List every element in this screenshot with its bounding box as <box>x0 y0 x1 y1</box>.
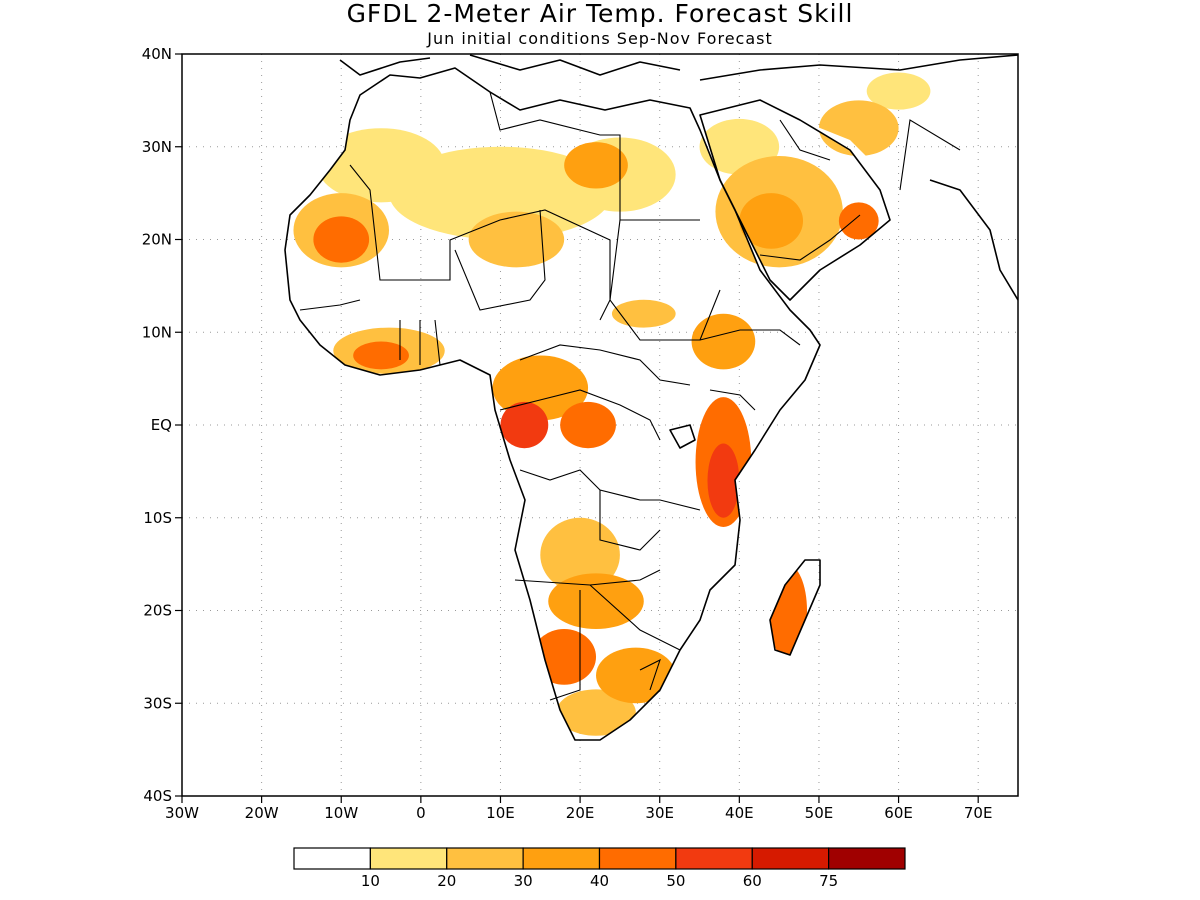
colorbar-swatch <box>675 847 753 870</box>
lon-tick-label: 60E <box>884 804 913 822</box>
skill-region <box>564 142 628 189</box>
lat-tick-label: 10S <box>143 509 172 527</box>
madagascar-coastline <box>769 559 821 656</box>
country-borders <box>299 91 961 701</box>
skill-region <box>317 128 445 203</box>
colorbar-label: 10 <box>361 872 380 890</box>
figure-title: GFDL 2-Meter Air Temp. Forecast Skill <box>347 0 854 28</box>
lon-tick-label: 0 <box>416 804 426 822</box>
colorbar-label: 60 <box>743 872 762 890</box>
figure-subtitle: Jun initial conditions Sep-Nov Forecast <box>426 29 773 48</box>
skill-region <box>468 211 565 268</box>
lon-tick-label: 20W <box>245 804 279 822</box>
colorbar-swatch <box>828 847 906 870</box>
lat-tick-label: EQ <box>151 416 172 434</box>
lon-tick-label: 10W <box>324 804 358 822</box>
skill-shading <box>293 72 931 736</box>
lon-tick-label: 50E <box>805 804 834 822</box>
colorbar-swatch <box>446 847 524 870</box>
lat-tick-label: 40N <box>142 45 172 63</box>
lon-tick-label: 40E <box>725 804 754 822</box>
lat-tick-label: 30N <box>142 138 172 156</box>
lon-tick-label: 10E <box>486 804 515 822</box>
lat-tick-label: 10N <box>142 323 172 341</box>
africa-coastline <box>284 67 821 741</box>
skill-region <box>818 100 899 157</box>
skill-region <box>611 299 676 328</box>
lon-tick-label: 20E <box>566 804 595 822</box>
lon-tick-label: 70E <box>964 804 993 822</box>
coastlines <box>284 54 1018 741</box>
colorbar-label: 30 <box>514 872 533 890</box>
lake-victoria <box>669 424 696 449</box>
colorbar-swatch <box>369 847 448 870</box>
colorbar: 10 20 30 40 50 60 75 <box>293 847 906 890</box>
skill-region <box>389 146 612 240</box>
colorbar-label: 50 <box>666 872 685 890</box>
arabia-coastline <box>699 99 891 301</box>
skill-region <box>313 216 370 263</box>
lat-tick-label: 40S <box>143 787 172 805</box>
lat-tick-label: 20N <box>142 231 172 249</box>
skill-region <box>739 193 804 249</box>
lon-axis: 30W 20W 10W 0 10E 20E 30E 40E 50E 60E 70E <box>165 796 992 822</box>
skill-region <box>596 647 676 704</box>
skill-region <box>532 629 597 685</box>
skill-region <box>838 202 879 240</box>
lon-tick-label: 30W <box>165 804 199 822</box>
skill-region <box>556 689 636 736</box>
colorbar-label: 75 <box>819 872 838 890</box>
skill-region <box>866 72 931 110</box>
europe-coastline <box>339 54 681 76</box>
colorbar-swatch <box>751 847 830 870</box>
eurasia-coastline <box>699 54 1018 301</box>
skill-region <box>353 341 409 370</box>
colorbar-swatch <box>598 847 677 870</box>
lat-tick-label: 30S <box>143 694 172 712</box>
colorbar-swatch <box>522 847 601 870</box>
skill-region <box>560 401 616 449</box>
skill-region <box>707 443 740 518</box>
lat-axis: 40N 30N 20N 10N EQ 10S 20S 30S 40S <box>142 45 182 805</box>
skill-region <box>500 401 549 449</box>
colorbar-label: 20 <box>437 872 456 890</box>
skill-region <box>691 313 756 370</box>
colorbar-label: 40 <box>590 872 609 890</box>
skill-region <box>548 573 644 630</box>
colorbar-swatch <box>293 847 371 870</box>
lon-tick-label: 30E <box>645 804 674 822</box>
lat-tick-label: 20S <box>143 602 172 620</box>
